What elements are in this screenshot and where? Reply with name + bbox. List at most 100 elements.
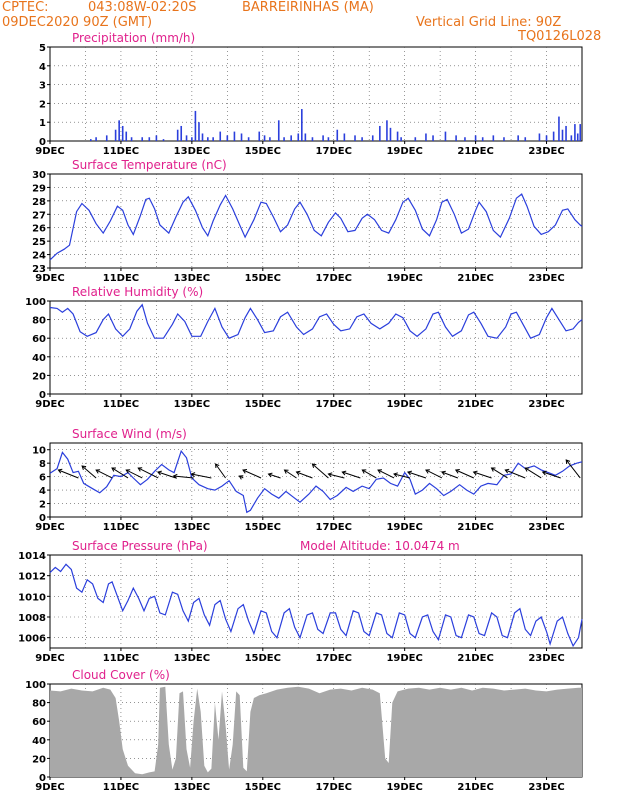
header-init-time: 09DEC2020 90Z (GMT): [2, 15, 153, 30]
wind-vector-18: [362, 469, 377, 479]
precip-bar-23: [233, 131, 236, 141]
wind-xtick-6: 21DEC: [457, 522, 493, 533]
cloud-area: [50, 686, 582, 777]
precip-bar-1: [95, 137, 97, 141]
wind-vector-16: [328, 473, 345, 479]
precip-bar-40: [354, 135, 356, 141]
precip-ytick-3: 3: [39, 81, 46, 92]
pressure-ytick-1: 1008: [18, 613, 46, 624]
wind-vector-26: [491, 467, 508, 479]
precip-bar-58: [517, 135, 519, 141]
wind-vector-28: [524, 467, 542, 479]
precip-bar-7: [130, 137, 133, 141]
precip-title: Precipitation (mm/h): [72, 31, 195, 45]
wind-vector-head-0: [57, 468, 63, 474]
precip-bar-38: [336, 129, 339, 141]
precip-bar-52: [455, 135, 457, 141]
wind-vector-head-30: [565, 459, 571, 465]
wind-xtick-4: 17DEC: [316, 522, 352, 533]
pressure-ytick-3: 1012: [18, 572, 46, 583]
pressure-title: Surface Pressure (hPa): [72, 539, 208, 553]
wind-xtick-5: 19DEC: [386, 522, 422, 533]
wind-vector-8: [191, 473, 212, 479]
precip-bar-48: [414, 137, 417, 141]
precip-bar-0: [89, 139, 92, 141]
header-grid-note: Vertical Grid Line: 90Z: [416, 15, 562, 30]
wind-vector-29: [542, 471, 561, 479]
wind-vector-3: [111, 467, 129, 479]
precip-bar-64: [561, 129, 564, 141]
temp-ytick-7: 30: [32, 170, 46, 181]
wind-vector-19: [377, 469, 395, 479]
precip-bar-42: [371, 135, 374, 141]
temp-xtick-4: 17DEC: [316, 273, 352, 284]
precip-bar-33: [301, 109, 303, 141]
precip-bar-50: [432, 135, 434, 141]
precip-bar-2: [105, 135, 108, 141]
precip-bar-22: [226, 135, 229, 141]
precip-bar-29: [277, 120, 280, 141]
wind-vector-30: [565, 459, 581, 479]
cloud-ytick-3: 60: [32, 717, 46, 728]
header-model-id: TQ0126L028: [518, 29, 602, 44]
precip-xtick-1: 11DEC: [103, 146, 139, 157]
precip-bar-25: [247, 137, 250, 141]
cloud-xtick-6: 21DEC: [457, 782, 493, 793]
precip-bar-45: [389, 127, 392, 141]
cloud-ytick-2: 40: [32, 736, 46, 747]
wind-vector-head-1: [81, 465, 87, 470]
rh-ytick-1: 20: [32, 371, 46, 382]
wind-xtick-3: 15DEC: [245, 522, 281, 533]
precip-bar-62: [552, 131, 555, 141]
temp-ytick-2: 25: [32, 237, 46, 248]
wind-vector-head-25: [472, 470, 478, 476]
precip-bar-26: [258, 131, 261, 141]
precip-xtick-6: 21DEC: [457, 146, 493, 157]
wind-vector-head-2: [95, 469, 101, 474]
precip-bar-37: [327, 137, 330, 141]
wind-vector-head-14: [295, 470, 301, 476]
wind-vector-4: [125, 469, 143, 479]
wind-vector-27: [505, 469, 526, 479]
precip-bar-43: [379, 125, 381, 141]
temp-xtick-2: 13DEC: [174, 273, 210, 284]
wind-vector-head-10: [238, 475, 244, 480]
pressure-frame: [49, 554, 583, 649]
wind-vector-head-21: [406, 470, 413, 476]
temp-ytick-1: 24: [32, 251, 46, 262]
wind-vector-head-6: [156, 470, 162, 476]
precip-bar-59: [524, 137, 527, 141]
temp-xtick-6: 21DEC: [457, 273, 493, 284]
precip-xtick-3: 15DEC: [245, 146, 281, 157]
precip-bar-19: [207, 137, 209, 141]
wind-vector-17: [342, 471, 361, 479]
pressure-ytick-0: 1006: [18, 634, 46, 645]
precip-bar-4: [118, 120, 120, 141]
wind-ytick-5: 10: [32, 446, 46, 457]
wind-vector-head-18: [361, 469, 367, 474]
precip-bar-15: [191, 137, 193, 141]
wind-ytick-3: 6: [39, 473, 46, 484]
precip-xtick-4: 17DEC: [316, 146, 352, 157]
wind-vector-25: [473, 471, 492, 479]
wind-frame: [49, 442, 583, 518]
precip-bar-68: [576, 133, 579, 141]
wind-vector-head-13: [283, 469, 289, 474]
rh-series-line: [49, 303, 583, 339]
temp-xtick-1: 11DEC: [103, 273, 139, 284]
pressure-ytick-2: 1010: [18, 592, 46, 603]
wind-vector-head-11: [242, 469, 248, 474]
cloud-xtick-2: 13DEC: [174, 782, 210, 793]
precip-bar-34: [304, 133, 307, 141]
wind-vector-head-20: [393, 472, 398, 478]
precip-ytick-4: 4: [39, 62, 46, 73]
precip-xtick-7: 23DEC: [528, 146, 564, 157]
header-source: CPTEC:: [2, 0, 49, 15]
wind-xtick-1: 11DEC: [103, 522, 139, 533]
wind-series-line: [49, 449, 583, 514]
precip-bar-8: [141, 137, 144, 141]
precip-bar-56: [492, 135, 495, 141]
temp-frame: [49, 173, 583, 269]
precip-bar-32: [297, 133, 300, 141]
